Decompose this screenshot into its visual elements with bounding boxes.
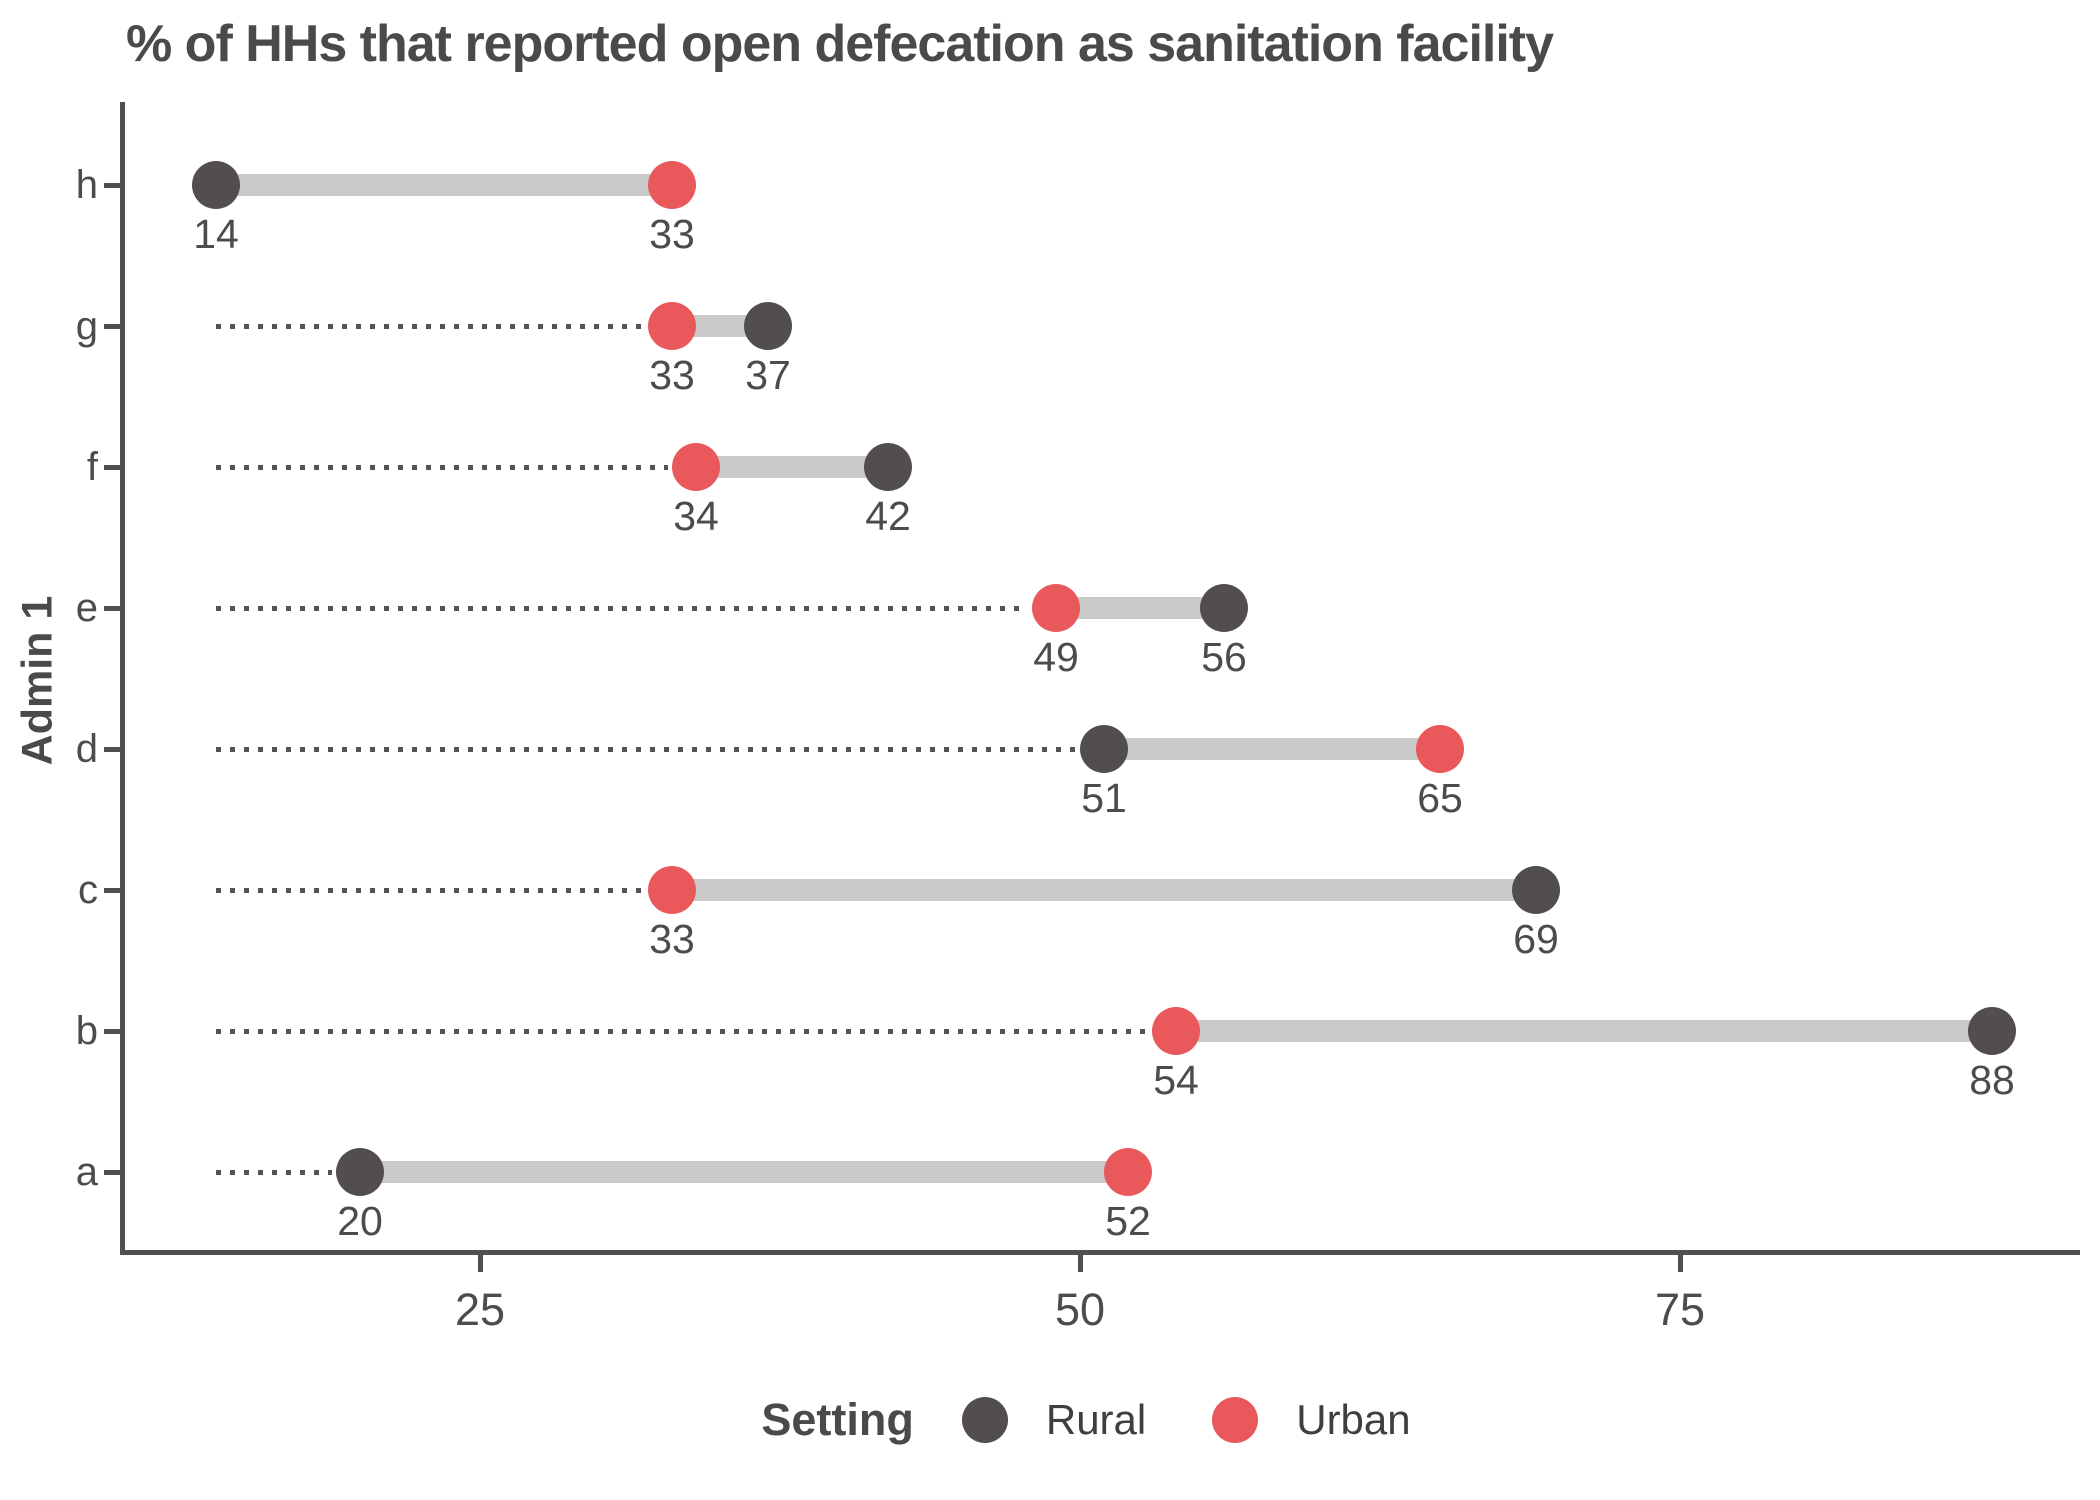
y-tick-a [104, 1170, 121, 1175]
value-label-urban-h: 33 [649, 211, 695, 257]
point-urban-a [1104, 1148, 1152, 1196]
value-label-urban-f: 34 [673, 493, 719, 539]
category-label-c: c [78, 868, 98, 912]
point-rural-a [336, 1148, 384, 1196]
legend-label-urban: Urban [1296, 1396, 1411, 1443]
x-tick-25 [478, 1255, 483, 1272]
legend: Setting Rural Urban [100, 1385, 2100, 1455]
y-tick-b [104, 1029, 121, 1034]
connector-f [696, 456, 888, 478]
legend-swatch-urban [1212, 1397, 1259, 1443]
category-label-h: h [75, 163, 98, 207]
y-tick-h [104, 183, 121, 188]
value-label-rural-g: 37 [745, 352, 791, 398]
connector-b [1176, 1020, 1992, 1042]
value-label-rural-h: 14 [193, 211, 239, 257]
dotted-line-d [216, 747, 1076, 752]
point-rural-f [864, 443, 912, 491]
y-axis-line [120, 102, 125, 1255]
value-label-rural-b: 88 [1969, 1057, 2015, 1103]
point-rural-e [1200, 584, 1248, 632]
point-urban-e [1032, 584, 1080, 632]
point-urban-d [1416, 725, 1464, 773]
point-rural-h [192, 161, 240, 209]
value-label-urban-g: 33 [649, 352, 695, 398]
value-label-urban-e: 49 [1033, 634, 1079, 680]
y-tick-c [104, 888, 121, 893]
y-tick-g [104, 324, 121, 329]
x-tick-50 [1078, 1255, 1083, 1272]
point-urban-g [648, 302, 696, 350]
dotted-line-f [216, 465, 668, 470]
y-tick-f [104, 465, 121, 470]
value-label-rural-d: 51 [1081, 775, 1127, 821]
dotted-line-e [216, 606, 1028, 611]
category-label-f: f [86, 445, 98, 489]
value-label-urban-c: 33 [649, 916, 695, 962]
category-label-e: e [75, 586, 98, 630]
x-tick-75 [1678, 1255, 1683, 1272]
x-axis-line [120, 1250, 2080, 1255]
dotted-line-g [216, 324, 644, 329]
dotted-line-c [216, 888, 644, 893]
point-rural-b [1968, 1007, 2016, 1055]
connector-d [1104, 738, 1440, 760]
value-label-urban-a: 52 [1105, 1198, 1151, 1244]
x-tick-label-75: 75 [1654, 1284, 1706, 1335]
dotted-line-b [216, 1029, 1148, 1034]
category-label-g: g [75, 304, 98, 348]
legend-label-rural: Rural [1045, 1396, 1147, 1443]
legend-swatch-rural [961, 1397, 1008, 1443]
point-rural-g [744, 302, 792, 350]
value-label-urban-d: 65 [1417, 775, 1463, 821]
point-urban-f [672, 443, 720, 491]
x-tick-label-25: 25 [454, 1284, 506, 1335]
category-label-b: b [75, 1009, 98, 1053]
connector-e [1056, 597, 1224, 619]
point-urban-h [648, 161, 696, 209]
value-label-rural-f: 42 [865, 493, 911, 539]
point-urban-c [648, 866, 696, 914]
y-tick-d [104, 747, 121, 752]
x-tick-label-50: 50 [1054, 1284, 1106, 1335]
chart-title: % of HHs that reported open defecation a… [126, 15, 1554, 73]
connector-a [360, 1161, 1128, 1183]
category-label-d: d [75, 727, 98, 771]
legend-title: Setting [761, 1394, 914, 1445]
y-tick-e [104, 606, 121, 611]
value-label-rural-a: 20 [337, 1198, 383, 1244]
point-urban-b [1152, 1007, 1200, 1055]
connector-h [216, 174, 672, 196]
value-label-rural-c: 69 [1513, 916, 1559, 962]
point-rural-d [1080, 725, 1128, 773]
category-label-a: a [75, 1150, 98, 1194]
dotted-line-a [216, 1170, 332, 1175]
point-rural-c [1512, 866, 1560, 914]
value-label-rural-e: 56 [1201, 634, 1247, 680]
value-label-urban-b: 54 [1153, 1057, 1199, 1103]
connector-c [672, 879, 1536, 901]
